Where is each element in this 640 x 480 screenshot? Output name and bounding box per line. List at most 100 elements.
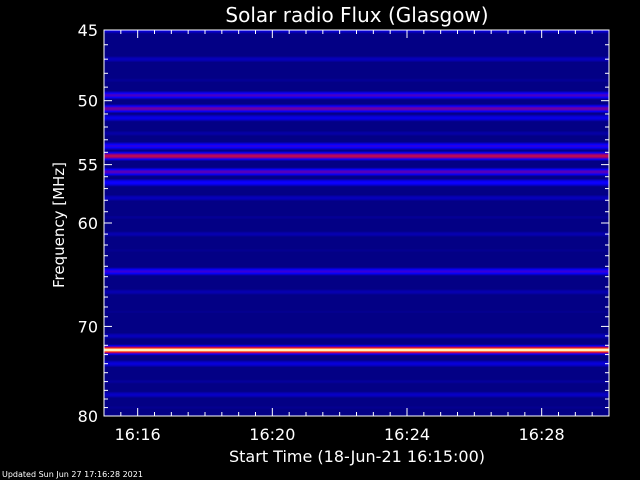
spectrum-row xyxy=(104,308,609,309)
spectrum-row xyxy=(104,53,609,54)
spectrum-row xyxy=(104,78,609,79)
spectrum-row xyxy=(104,224,609,225)
updated-timestamp: Updated Sun Jun 27 17:16:28 2021 xyxy=(2,470,143,479)
spectrum-row xyxy=(104,112,609,113)
spectrum-row xyxy=(104,45,609,46)
spectrum-row xyxy=(104,309,609,310)
spectrum-row xyxy=(104,84,609,85)
spectrum-row xyxy=(104,92,609,93)
spectrum-row xyxy=(104,365,609,366)
spectrum-row xyxy=(104,352,609,353)
spectrum-row xyxy=(104,317,609,318)
spectrum-row xyxy=(104,290,609,291)
y-tick-label: 60 xyxy=(78,214,98,233)
spectrum-row xyxy=(104,109,609,110)
spectrum-row xyxy=(104,122,609,123)
spectrum-row xyxy=(104,203,609,204)
spectrum-row xyxy=(104,299,609,300)
x-tick-label: 16:16 xyxy=(115,425,161,444)
spectrum-row xyxy=(104,400,609,401)
spectrum-row xyxy=(104,262,609,263)
spectrum-row xyxy=(104,74,609,75)
spectrum-row xyxy=(104,169,609,170)
spectrum-row xyxy=(104,69,609,70)
spectrum-row xyxy=(104,108,609,109)
spectrum-row xyxy=(104,405,609,406)
spectrum-row xyxy=(104,364,609,365)
spectrum-row xyxy=(104,149,609,150)
spectrum-row xyxy=(104,407,609,408)
spectrum-row xyxy=(104,214,609,215)
spectrum-row xyxy=(104,166,609,167)
spectrum-row xyxy=(104,291,609,292)
spectrum-row xyxy=(104,401,609,402)
spectrum-row xyxy=(104,225,609,226)
spectrum-row xyxy=(104,252,609,253)
spectrum-row xyxy=(104,307,609,308)
spectrum-row xyxy=(104,247,609,248)
spectrum-row xyxy=(104,202,609,203)
spectrum-row xyxy=(104,295,609,296)
spectrum-row xyxy=(104,165,609,166)
spectrum-row xyxy=(104,255,609,256)
spectrum-row xyxy=(104,55,609,56)
spectrum-row xyxy=(104,281,609,282)
spectrum-row xyxy=(104,197,609,198)
spectrum-row xyxy=(104,292,609,293)
spectrum-row xyxy=(104,347,609,348)
spectrum-row xyxy=(104,119,609,120)
spectrum-row xyxy=(104,171,609,172)
y-tick-label: 45 xyxy=(78,21,98,40)
spectrum-row xyxy=(104,326,609,327)
spectrum-row xyxy=(104,129,609,130)
spectrum-row xyxy=(104,91,609,92)
spectrum-row xyxy=(104,389,609,390)
spectrum-row xyxy=(104,141,609,142)
spectrum-row xyxy=(104,158,609,159)
spectrum-row xyxy=(104,283,609,284)
spectrum-row xyxy=(104,187,609,188)
spectrum-row xyxy=(104,95,609,96)
spectrum-row xyxy=(104,383,609,384)
spectrum-row xyxy=(104,349,609,350)
spectrum-row xyxy=(104,192,609,193)
spectrum-row xyxy=(104,370,609,371)
spectrum-row xyxy=(104,321,609,322)
spectrum-row xyxy=(104,285,609,286)
spectrum-row xyxy=(104,287,609,288)
spectrum-row xyxy=(104,230,609,231)
spectrum-row xyxy=(104,408,609,409)
spectrum-row xyxy=(104,311,609,312)
spectrum-row xyxy=(104,216,609,217)
spectrum-row xyxy=(104,180,609,181)
spectrum-row xyxy=(104,156,609,157)
spectrum-row xyxy=(104,294,609,295)
spectrum-row xyxy=(104,182,609,183)
spectrum-row xyxy=(104,106,609,107)
spectrum-row xyxy=(104,77,609,78)
spectrum-row xyxy=(104,305,609,306)
spectrum-row xyxy=(104,150,609,151)
spectrum-row xyxy=(104,250,609,251)
spectrum-row xyxy=(104,211,609,212)
spectrum-row xyxy=(104,117,609,118)
spectrum-row xyxy=(104,194,609,195)
spectrum-row xyxy=(104,179,609,180)
spectrum-row xyxy=(104,237,609,238)
spectrum-row xyxy=(104,339,609,340)
spectrum-row xyxy=(104,114,609,115)
spectrum-row xyxy=(104,279,609,280)
spectrum-row xyxy=(104,343,609,344)
spectrum-row xyxy=(104,134,609,135)
spectrum-row xyxy=(104,368,609,369)
spectrum-row xyxy=(104,162,609,163)
spectrum-row xyxy=(104,100,609,101)
spectrum-row xyxy=(104,411,609,412)
spectrum-row xyxy=(104,331,609,332)
spectrum-row xyxy=(104,120,609,121)
spectrum-row xyxy=(104,138,609,139)
spectrum-row xyxy=(104,200,609,201)
spectrum-row xyxy=(104,361,609,362)
spectrum-row xyxy=(104,50,609,51)
spectrum-row xyxy=(104,248,609,249)
